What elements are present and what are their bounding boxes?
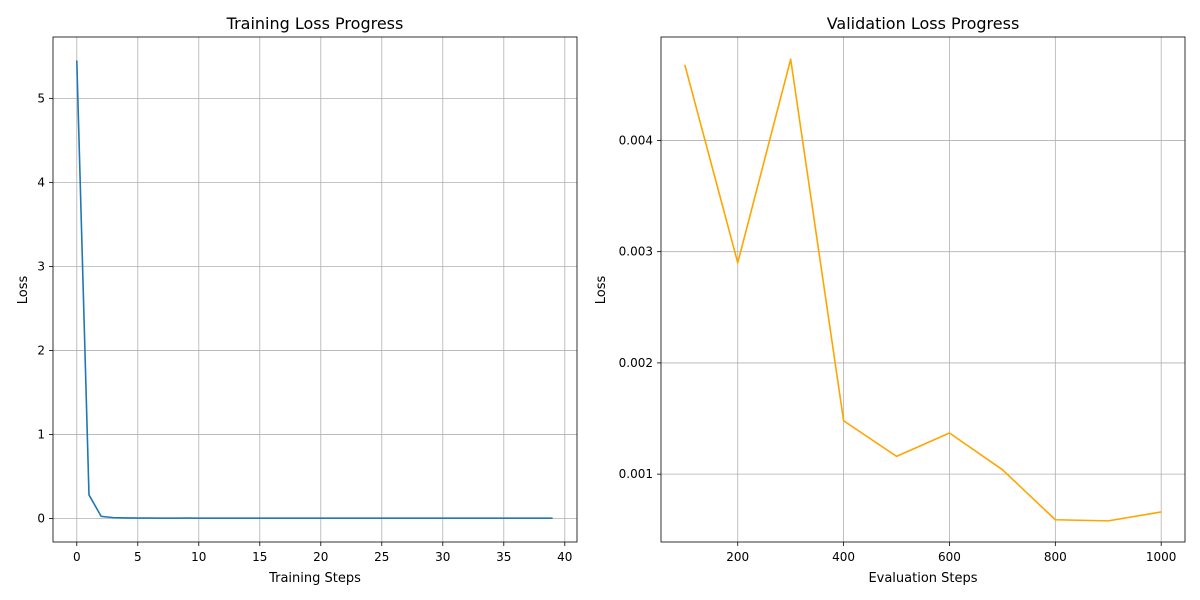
x-axis-label: Training Steps [268,571,361,586]
y-tick-label: 4 [37,175,45,189]
plot-frame [52,36,578,543]
x-tick-label: 600 [938,550,961,564]
x-tick-label: 25 [374,550,389,564]
series-line [684,58,1162,522]
x-tick-label: 35 [496,550,511,564]
x-tick-label: 800 [1044,550,1067,564]
x-tick-label: 20 [313,550,328,564]
y-tick-label: 3 [37,259,45,273]
y-tick-label: 1 [37,427,45,441]
x-tick-label: 10 [191,550,206,564]
y-axis-label: Loss [594,276,609,305]
x-tick-label: 5 [134,550,142,564]
y-tick-label: 5 [37,91,45,105]
y-tick-label: 0.004 [619,133,653,147]
y-tick-label: 0.001 [619,467,653,481]
y-tick-label: 2 [37,343,45,357]
y-tick-label: 0 [37,511,45,525]
x-tick-label: 400 [832,550,855,564]
y-tick-label: 0.002 [619,356,653,370]
x-tick-label: 200 [726,550,749,564]
chart-title: Validation Loss Progress [827,14,1020,33]
chart-title: Training Loss Progress [226,14,404,33]
x-tick-label: 15 [252,550,267,564]
plot-frame [660,36,1186,543]
training-loss-chart: Training Loss Progress Training Steps Lo… [16,14,578,586]
y-tick-label: 0.003 [619,245,653,259]
validation-loss-chart: Validation Loss Progress Evaluation Step… [594,14,1186,586]
x-axis-label: Evaluation Steps [868,571,977,586]
x-tick-label: 1000 [1146,550,1177,564]
y-axis-label: Loss [16,276,31,305]
series-line [75,60,553,520]
x-tick-label: 40 [557,550,572,564]
x-tick-label: 0 [73,550,81,564]
x-tick-label: 30 [435,550,450,564]
